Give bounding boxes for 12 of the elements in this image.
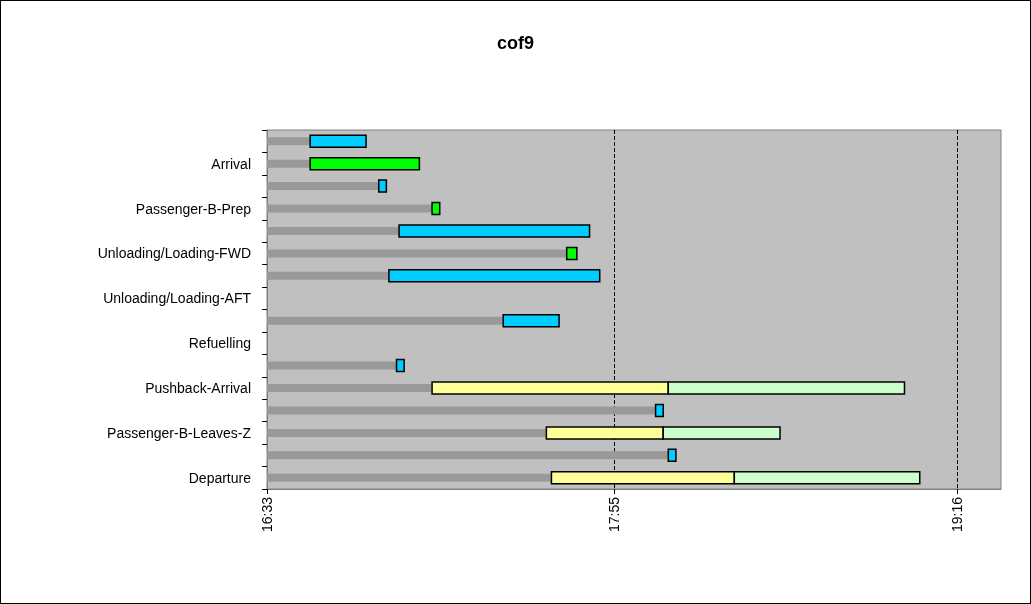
- y-tick-label: Pushback-Arrival: [145, 380, 251, 397]
- x-tick-label: 16:33: [259, 496, 275, 533]
- y-tick-label: Passenger-B-Prep: [135, 200, 252, 217]
- y-tick-label: Unloading/Loading-AFT: [103, 290, 252, 307]
- x-tick-label: 17:55: [606, 496, 623, 533]
- y-tick-label: Arrival: [211, 155, 251, 172]
- y-tick-label: Departure: [188, 469, 252, 486]
- x-tick-label: 19:16: [948, 496, 965, 533]
- y-tick-label: Unloading/Loading-FWD: [97, 245, 251, 262]
- chart-title: cof9: [496, 33, 535, 53]
- y-tick-label: Refuelling: [188, 335, 251, 352]
- y-tick-label: Passenger-B-Leaves-Z: [107, 424, 252, 441]
